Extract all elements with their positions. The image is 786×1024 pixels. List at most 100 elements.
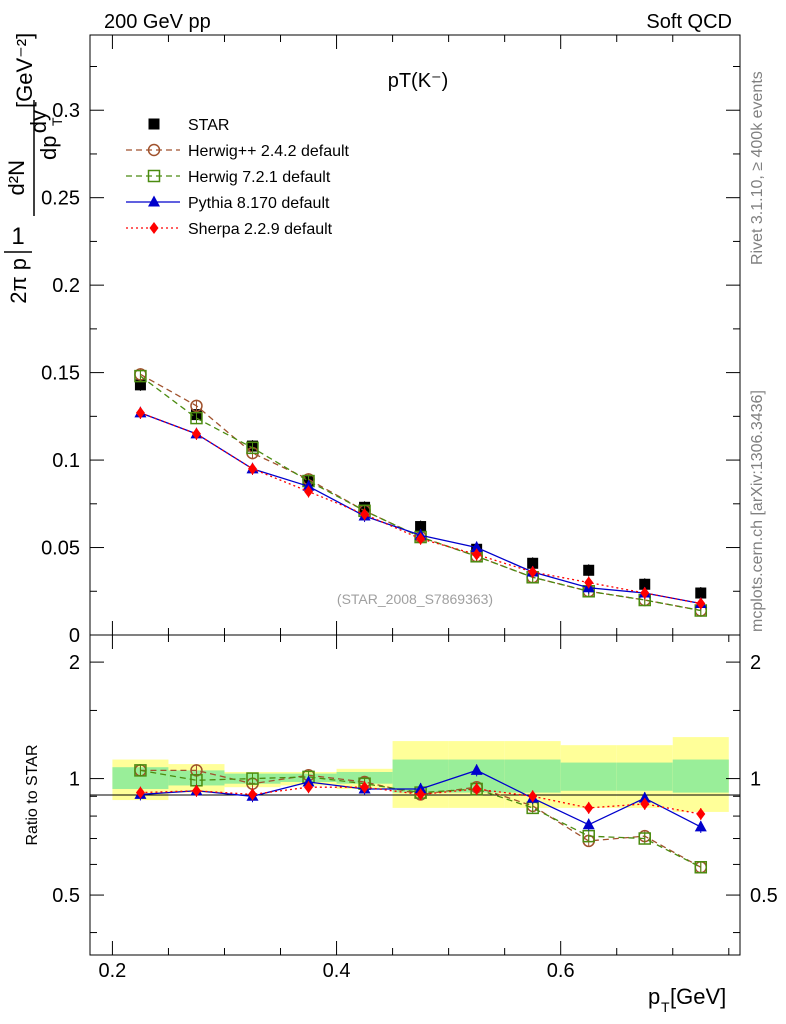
legend-label: Sherpa 2.2.9 default [188,221,333,238]
ratio-herwig-7-2-1-default-point [134,764,147,777]
ylabel-one: 1 [11,223,24,250]
legend-label: Herwig++ 2.4.2 default [188,143,350,160]
ratio-pythia-8-170-default-point [694,820,707,832]
legend: STAR Herwig++ 2.4.2 default Herwig 7.2.1 d… [126,117,350,238]
main-sherpa-2-2-9-default-point [472,548,482,561]
main-ytick-label: 0.15 [41,363,80,385]
main-sherpa-2-2-9-default-point [528,566,538,579]
ylabel-d2n: d²N [4,160,29,195]
legend-marker [147,169,161,183]
main-axis-ticks: 0 0.05 0.1 0.15 0.2 0.25 0.3 [41,35,740,647]
ratio-sherpa-2-2-9-default-point [360,781,370,794]
ratio-panel: 0.5 0.5 1 1 2 2 0.2 0.4 0.6 Ratio to STAR [24,634,778,982]
xlabel-p: p [648,984,660,1009]
mcplots-credit-label: mcplots.cern.ch [arXiv:1306.3436] [749,390,766,632]
ratio-ytick-label-right: 0.5 [750,885,778,907]
main-series-layer [134,368,708,617]
main-sherpa-2-2-9-default-point [135,406,145,419]
main-pythia-8-170-default-point [302,479,315,491]
ratio-ytick-label: 1 [69,769,80,791]
main-pythia-8-170-default-point [470,541,483,553]
main-ytick-label: 0.25 [41,188,80,210]
ratio-sherpa-2-2-9-default-point [696,807,706,820]
ratio-xtick-label: 0.4 [323,960,351,982]
main-star-point [134,379,146,391]
legend-marker [149,222,159,234]
main-star-point [639,578,651,590]
ratio-pythia-8-170-default-point [470,763,483,775]
ratio-band-inner [560,762,617,791]
ratio-sherpa-2-2-9-default-point [248,788,257,801]
ratio-pythia-8-170-default-point [414,782,427,794]
xlabel-unit: [GeV] [670,984,726,1009]
main-ytick-label: 0.3 [52,100,80,122]
main-herwig-7-2-1-default-line [140,375,701,612]
main-sherpa-2-2-9-default-point [416,532,426,545]
ratio-sherpa-2-2-9-default-point [135,786,145,799]
main-sherpa-2-2-9-default-point [696,597,706,610]
main-ytick-label: 0.1 [52,450,80,472]
ratio-sherpa-2-2-9-default-point [472,782,482,795]
ratio-ytick-label-right: 2 [750,652,761,674]
main-sherpa-2-2-9-default-point [360,508,370,521]
main-sherpa-2-2-9-default-point [584,576,594,589]
main-sherpa-2-2-9-default-point [248,462,257,475]
legend-marker [148,118,160,130]
ratio-uncertainty-bands [112,737,729,812]
ratio-herwig-7-2-1-default-point [694,860,708,874]
main-sherpa-2-2-9-default-point [191,427,201,440]
ylabel-dpt: dp [36,136,61,160]
ratio-sherpa-2-2-9-default-point [528,790,538,803]
xlabel-sub-t: T [661,999,670,1015]
main-sherpa-2-2-9-default-line [140,412,701,605]
chart-title: pT(K⁻) [388,70,449,92]
ratio-ytick-label: 2 [69,652,80,674]
main-sherpa-2-2-9-default-point [640,587,650,600]
ratio-herwig-7-2-1-default-point [246,772,259,785]
ratio-ytick-label-right: 1 [750,769,761,791]
ratio-pythia-8-170-default-point [638,791,651,803]
ylabel-t-sub: T [49,117,65,126]
ratio-axis-ticks: 0.5 0.5 1 1 2 2 0.2 0.4 0.6 [52,635,778,982]
legend-label: STAR [188,117,229,134]
main-star-point [527,557,539,569]
legend-marker [148,195,160,207]
legend-label: Pythia 8.170 default [188,195,330,212]
ratio-xtick-label: 0.2 [99,960,127,982]
rivet-version-label: Rivet 3.1.10, ≥ 400k events [749,71,766,265]
main-herwig-7-2-1-default-point [246,441,259,455]
main-star-point [583,564,595,576]
category-label: Soft QCD [646,11,732,33]
ratio-sherpa-2-2-9-default-point [191,784,201,797]
main-herwig-7-2-1-default-point [190,411,203,425]
ratio-plot-frame [89,634,741,956]
ratio-band-inner [616,762,673,791]
main-ytick-label: 0.05 [41,538,80,560]
ylabel-dy: dy [26,110,51,133]
main-star-point [415,521,427,533]
ratio-sherpa-2-2-9-default-point [584,801,594,814]
main-ytick-label: 0 [69,625,80,647]
ylabel-two-pi: 2π p [6,258,31,304]
ratio-sherpa-2-2-9-default-point [416,788,426,801]
main-herwig-7-2-1-default-point [134,369,147,383]
legend-label: Herwig 7.2.1 default [188,169,331,186]
ratio-ylabel: Ratio to STAR [24,744,41,845]
x-axis-label: p T [GeV] [648,984,726,1015]
ratio-sherpa-2-2-9-default-point [304,781,314,794]
main-ylabel: 1 2π p d²N dp T dy [GeV⁻²] [4,33,65,304]
ratio-series-layer [134,763,708,874]
main-sherpa-2-2-9-default-point [304,485,314,498]
main-star-point [695,587,707,599]
ratio-xtick-label: 0.6 [547,960,575,982]
main-herwig-2-4-2-default-line [140,373,701,612]
ratio-band-inner [672,759,729,793]
ylabel-unit: [GeV⁻²] [12,33,37,108]
main-ytick-label: 0.2 [52,275,80,297]
ratio-pythia-8-170-default-point [302,775,315,787]
main-panel: 0 0.05 0.1 0.15 0.2 0.25 0.3 pT(K⁻) (STAR_2008… [41,34,741,647]
ratio-sherpa-2-2-9-default-point [640,797,650,810]
legend-marker [147,143,161,157]
main-herwig-2-4-2-default-point [190,399,203,413]
